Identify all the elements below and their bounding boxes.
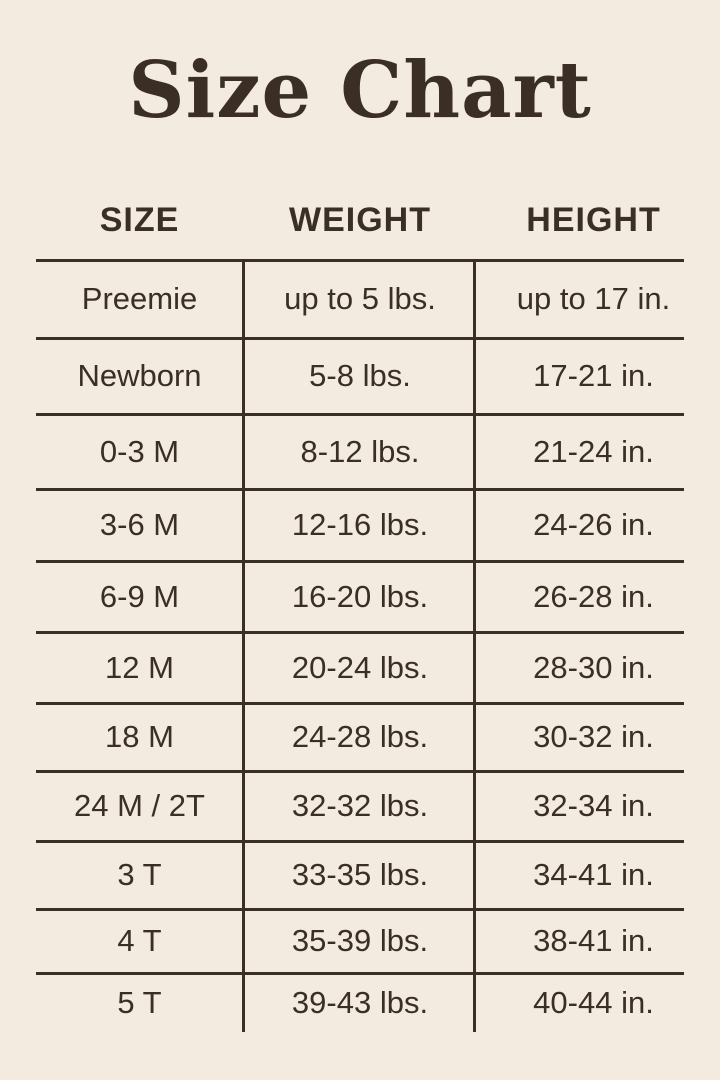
size-cell: 24 M / 2T — [74, 788, 205, 823]
size-cell: 3-6 M — [99, 507, 180, 542]
row-divider — [36, 631, 684, 634]
weight-cell: 20-24 lbs. — [291, 649, 429, 685]
size-cell: Preemie — [81, 281, 198, 316]
weight-cell: 33-35 lbs. — [291, 857, 429, 892]
weight-cell: 8-12 lbs. — [300, 433, 420, 469]
header-weight: WEIGHT — [289, 201, 431, 239]
height-cell: 32-34 in. — [533, 788, 654, 823]
size-cell: 18 M — [105, 719, 174, 754]
height-cell: 21-24 in. — [533, 433, 654, 469]
column-divider — [473, 260, 476, 1032]
row-divider — [36, 259, 684, 262]
row-divider — [36, 908, 684, 911]
header-height: HEIGHT — [526, 201, 661, 239]
size-cell: 6-9 M — [99, 578, 180, 614]
weight-cell: 12-16 lbs. — [291, 507, 429, 542]
row-divider — [36, 337, 684, 340]
row-divider — [36, 560, 684, 563]
size-cell: 3 T — [117, 857, 162, 892]
row-divider — [36, 972, 684, 975]
weight-cell: 35-39 lbs. — [291, 923, 429, 958]
row-divider — [36, 702, 684, 705]
size-cell: Newborn — [77, 358, 202, 393]
weight-cell: 16-20 lbs. — [291, 578, 429, 614]
row-divider — [36, 488, 684, 491]
size-cell: 4 T — [117, 923, 162, 958]
height-cell: up to 17 in. — [516, 281, 671, 316]
row-divider — [36, 840, 684, 843]
weight-cell: 5-8 lbs. — [309, 358, 411, 393]
height-cell: 26-28 in. — [533, 578, 654, 614]
row-divider — [36, 770, 684, 773]
weight-cell: 24-28 lbs. — [291, 719, 429, 754]
weight-cell: 39-43 lbs. — [291, 985, 429, 1020]
column-divider — [242, 260, 245, 1032]
header-size: SIZE — [99, 201, 180, 239]
height-cell: 24-26 in. — [533, 507, 654, 542]
page-title: Size Chart — [128, 45, 592, 136]
weight-cell: up to 5 lbs. — [284, 281, 436, 316]
height-cell: 34-41 in. — [533, 857, 654, 892]
height-cell: 28-30 in. — [533, 649, 654, 685]
row-divider — [36, 413, 684, 416]
height-cell: 40-44 in. — [533, 985, 654, 1020]
size-cell: 5 T — [117, 985, 162, 1020]
size-cell: 12 M — [105, 649, 174, 685]
height-cell: 30-32 in. — [533, 719, 654, 754]
size-cell: 0-3 M — [99, 433, 180, 469]
height-cell: 17-21 in. — [533, 358, 654, 393]
weight-cell: 32-32 lbs. — [291, 788, 429, 823]
height-cell: 38-41 in. — [533, 923, 654, 958]
